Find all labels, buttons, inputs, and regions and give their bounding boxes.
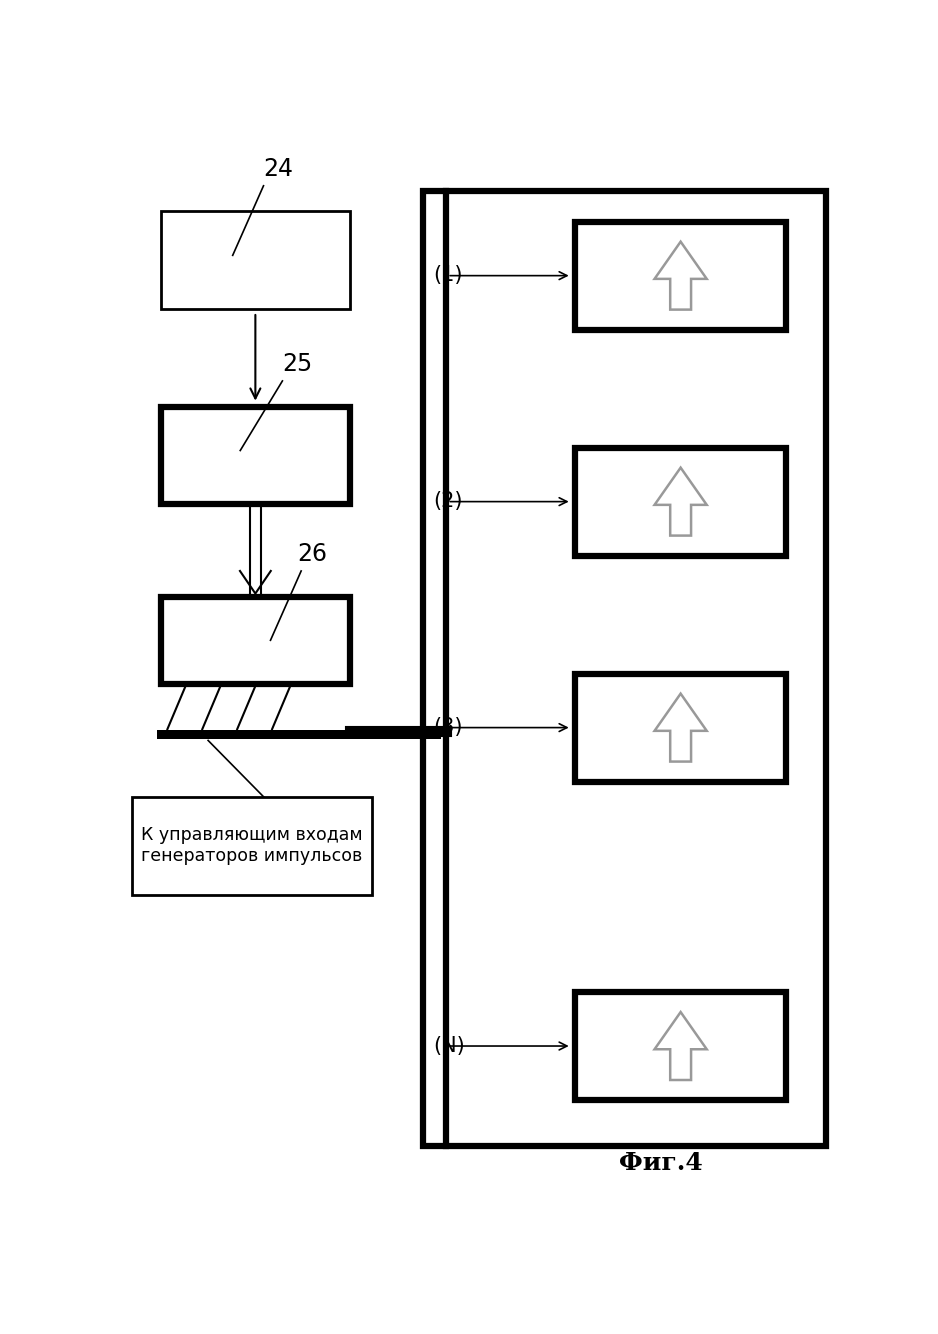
Text: К управляющим входам
генераторов импульсов: К управляющим входам генераторов импульс… [141,826,363,866]
Bar [575,448,786,555]
Bar [161,211,350,309]
Text: 25: 25 [281,352,312,376]
Polygon shape [655,1013,706,1081]
Text: 24: 24 [263,156,293,180]
Bar [575,674,786,782]
Text: (1): (1) [433,265,463,285]
Bar [161,407,350,504]
Bar [131,796,371,895]
Polygon shape [655,241,706,309]
Text: (N): (N) [433,1035,465,1055]
Bar [575,992,786,1101]
Text: 26: 26 [297,542,327,566]
Polygon shape [655,694,706,762]
Polygon shape [655,468,706,535]
Bar [422,191,826,1146]
Text: Фиг.4: Фиг.4 [619,1151,703,1175]
Text: (2): (2) [433,491,463,511]
Bar [161,596,350,684]
Text: (3): (3) [433,718,463,738]
Bar [575,221,786,329]
Bar [158,730,441,739]
